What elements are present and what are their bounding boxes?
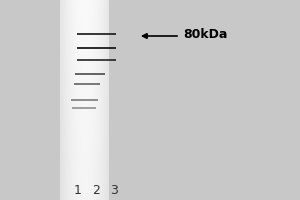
Bar: [76, 33, 116, 35]
Bar: [70, 99, 98, 101]
Text: 80kDa: 80kDa: [183, 27, 227, 40]
Bar: [72, 107, 96, 109]
Bar: [75, 73, 105, 75]
Text: 3: 3: [110, 184, 118, 196]
Text: 2: 2: [92, 184, 100, 196]
Bar: [76, 47, 116, 49]
Bar: [76, 59, 116, 61]
Text: 1: 1: [74, 184, 82, 196]
Bar: [74, 83, 100, 85]
